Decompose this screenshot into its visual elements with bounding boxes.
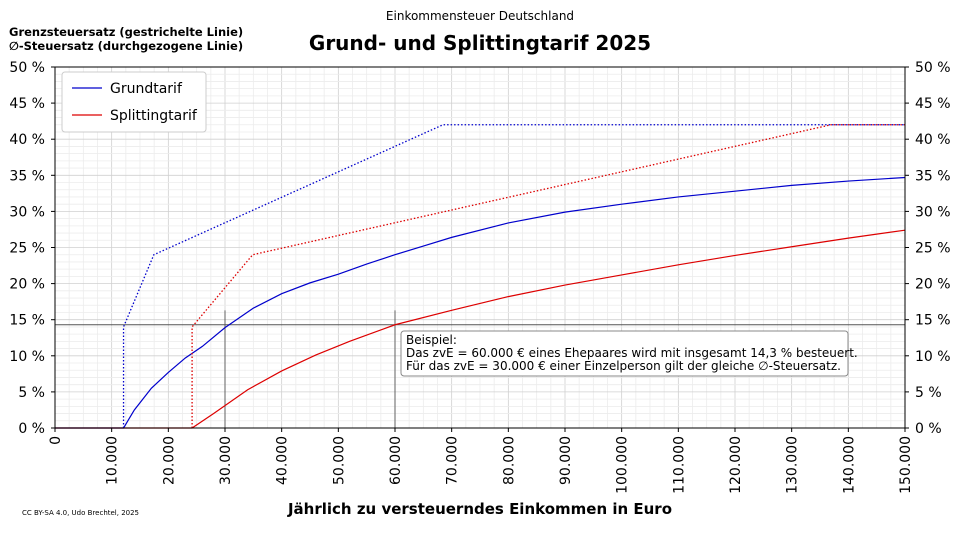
x-tick-label: 0: [48, 436, 64, 445]
y-tick-label-right: 30 %: [915, 204, 951, 220]
annotation: Beispiel: Das zvE = 60.000 € eines Ehepa…: [400, 330, 858, 377]
y-tick-label-right: 5 %: [915, 385, 942, 401]
y-tick-label-right: 25 %: [915, 241, 951, 257]
x-tick-label: 20.000: [161, 436, 177, 485]
y-tick-label-right: 40 %: [915, 132, 951, 148]
y-tick-label-left: 20 %: [9, 277, 45, 293]
reference-lines: [55, 310, 905, 428]
y-tick-label-left: 40 %: [9, 132, 45, 148]
y-tick-label-right: 45 %: [915, 96, 951, 112]
series-line-0: [55, 176, 906, 429]
x-tick-label: 100.000: [615, 436, 631, 494]
x-tick-label: 110.000: [671, 436, 687, 494]
y-tick-label-right: 0 %: [915, 421, 942, 437]
annotation-line1: Beispiel:: [406, 333, 457, 347]
x-tick-label: 30.000: [218, 436, 234, 485]
x-tick-label: 40.000: [275, 436, 291, 485]
x-tick-label: 140.000: [841, 436, 857, 494]
y-tick-label-right: 10 %: [915, 349, 951, 365]
series-line-3: [191, 124, 905, 428]
x-tick-label: 60.000: [388, 436, 404, 485]
legend: Grundtarif Splittingtarif: [61, 71, 207, 133]
annotation-line2: Das zvE = 60.000 € eines Ehepaares wird …: [406, 346, 858, 360]
annotation-line3: Für das zvE = 30.000 € einer Einzelperso…: [406, 359, 841, 373]
series-lines: [55, 124, 906, 429]
x-tick-label: 80.000: [501, 436, 517, 485]
y-tick-label-left: 5 %: [18, 385, 45, 401]
suptitle: Einkommensteuer Deutschland: [386, 9, 574, 23]
annotation-box: [400, 330, 849, 377]
y-tick-label-left: 0 %: [18, 421, 45, 437]
x-tick-label: 150.000: [898, 436, 914, 494]
y-tick-label-left: 10 %: [9, 349, 45, 365]
y-tick-label-right: 20 %: [915, 277, 951, 293]
y-tick-label-left: 15 %: [9, 313, 45, 329]
x-tick-label: 90.000: [558, 436, 574, 485]
credit: CC BY-SA 4.0, Udo Brechtel, 2025: [22, 509, 139, 517]
y-tick-label-right: 15 %: [915, 313, 951, 329]
legend-box: [61, 71, 207, 133]
x-tick-label: 130.000: [785, 436, 801, 494]
series-line-2: [122, 124, 905, 428]
axis-ticks: 0 % 0 % 5 % 5 % 10 % 10 % 15 % 15 % 20 % 20 % 25 %…: [9, 60, 950, 494]
x-axis-label: Jährlich zu versteuerndes Einkommen in E…: [287, 500, 672, 518]
y-tick-label-right: 50 %: [915, 60, 951, 76]
y-tick-label-left: 50 %: [9, 60, 45, 76]
y-tick-label-left: 35 %: [9, 168, 45, 184]
legend-label-grundtarif: Grundtarif: [110, 81, 183, 97]
legend-label-splittingtarif: Splittingtarif: [110, 108, 198, 124]
x-tick-label: 10.000: [105, 436, 121, 485]
x-tick-label: 70.000: [445, 436, 461, 485]
x-tick-label: 120.000: [728, 436, 744, 494]
y-tick-label-left: 30 %: [9, 204, 45, 220]
y-tick-label-left: 45 %: [9, 96, 45, 112]
series-line-1: [55, 229, 906, 429]
chart-title: Grund- und Splittingtarif 2025: [309, 31, 651, 55]
corner-note-line2: ∅-Steuersatz (durchgezogene Linie): [9, 39, 243, 53]
y-tick-label-left: 25 %: [9, 241, 45, 257]
x-tick-label: 50.000: [331, 436, 347, 485]
y-tick-label-right: 35 %: [915, 168, 951, 184]
corner-note-line1: Grenzsteuersatz (gestrichelte Linie): [9, 25, 243, 39]
